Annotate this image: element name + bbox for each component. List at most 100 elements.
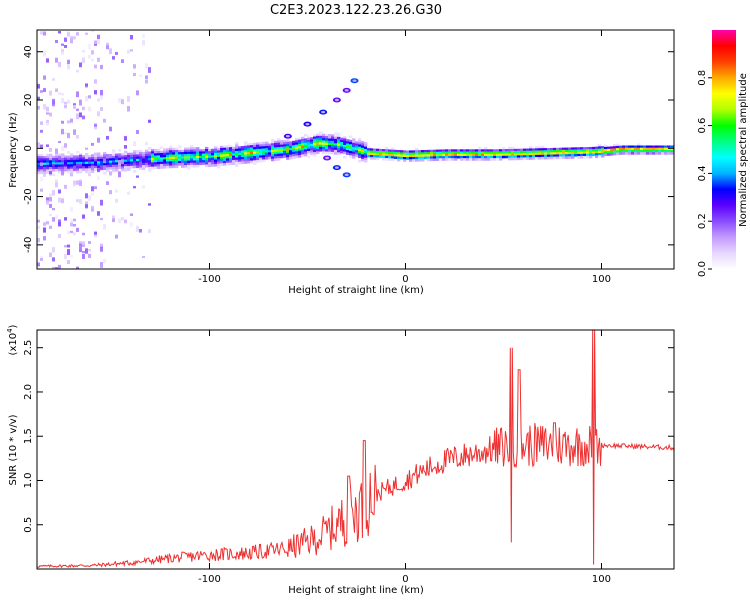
heat-cell (82, 159, 86, 163)
heat-cell (124, 150, 128, 154)
snr-x-tick-label: -100 (198, 574, 221, 585)
heat-cell (523, 155, 527, 158)
heat-cell (61, 97, 64, 104)
heat-cell (403, 156, 407, 160)
heat-cell (139, 161, 142, 168)
heat-cell (670, 152, 674, 155)
heat-cell (478, 151, 482, 155)
heat-cell (304, 151, 308, 155)
heat-cell (301, 145, 305, 149)
heat-cell (349, 150, 353, 154)
heat-cell (229, 155, 233, 159)
heat-cell (235, 144, 239, 147)
heat-cell (619, 147, 623, 151)
heat-cell (151, 162, 155, 165)
heat-cell (76, 170, 80, 174)
heat-cell (442, 153, 446, 157)
heat-cell (394, 152, 398, 155)
heat-cell (472, 155, 476, 159)
heat-cell (391, 154, 395, 157)
heat-cell (67, 231, 70, 235)
heat-cell (76, 161, 80, 165)
heat-cell (94, 79, 97, 84)
heat-cell (46, 164, 50, 168)
heat-cell (316, 149, 320, 152)
heat-cell (61, 153, 65, 157)
heat-cell (133, 156, 137, 160)
heat-cell (100, 261, 103, 268)
heat-cell (247, 154, 251, 157)
heat-cell (112, 164, 116, 168)
heat-cell (67, 31, 70, 37)
heat-cell (361, 143, 365, 146)
heat-cell (91, 192, 94, 196)
heat-cell (40, 255, 43, 260)
heat-cell (94, 154, 98, 158)
heat-cell (457, 155, 461, 159)
heat-cell (109, 153, 113, 157)
heat-cell (298, 137, 302, 141)
heat-cell (655, 145, 659, 149)
heat-cell (127, 105, 130, 112)
heat-cell (604, 144, 608, 148)
heat-cell (97, 152, 101, 156)
heat-cell (271, 156, 275, 160)
heat-cell (331, 136, 335, 140)
heat-cell (646, 147, 650, 151)
heat-cell (109, 158, 113, 161)
heat-cell (562, 154, 566, 157)
heat-cell (70, 168, 74, 172)
heat-cell (55, 40, 58, 44)
heat-cell (79, 198, 82, 204)
heat-cell (520, 150, 524, 154)
colorbar-tick-label: 0.6 (697, 118, 708, 134)
heat-cell (199, 149, 203, 152)
heat-cell (58, 162, 62, 165)
heat-cell (310, 145, 314, 149)
heat-cell (253, 142, 257, 146)
heat-cell (292, 147, 296, 151)
heat-cell (502, 151, 506, 154)
heat-cell (124, 152, 128, 156)
heat-cell (535, 154, 539, 158)
heat-cell (223, 145, 227, 149)
heat-cell (208, 148, 212, 152)
heat-cell (277, 140, 281, 144)
heat-cell (358, 137, 362, 141)
heat-cell (544, 150, 548, 153)
heat-cell (541, 145, 545, 149)
heat-cell (118, 166, 122, 170)
heat-cell (121, 164, 125, 167)
heat-cell (139, 167, 143, 171)
heat-cell (85, 193, 88, 199)
heat-cell (67, 164, 71, 167)
heat-cell (124, 155, 128, 158)
heat-cell (472, 151, 476, 155)
heat-cell (100, 199, 103, 206)
heat-cell (307, 144, 311, 147)
heat-cell (124, 161, 128, 165)
heat-cell (76, 91, 79, 98)
heat-cell (382, 153, 386, 157)
heat-cell (97, 39, 100, 45)
heat-cell (187, 151, 191, 155)
heat-cell (145, 63, 148, 69)
heat-cell (94, 90, 97, 95)
heat-cell (502, 149, 506, 152)
heat-cell (592, 151, 596, 154)
heat-cell (310, 143, 314, 147)
heat-cell (49, 164, 53, 168)
heat-cell (508, 151, 512, 154)
heat-cell (382, 157, 386, 161)
heat-cell (157, 159, 161, 163)
heat-cell (397, 154, 401, 158)
heat-cell (145, 162, 149, 166)
heat-cell (169, 150, 173, 153)
heat-cell (100, 166, 103, 170)
heat-cell (301, 138, 305, 142)
heat-cell (250, 145, 254, 148)
heat-cell (154, 151, 158, 154)
heat-cell (136, 150, 140, 153)
heat-cell (580, 151, 584, 155)
heat-cell (235, 146, 239, 150)
